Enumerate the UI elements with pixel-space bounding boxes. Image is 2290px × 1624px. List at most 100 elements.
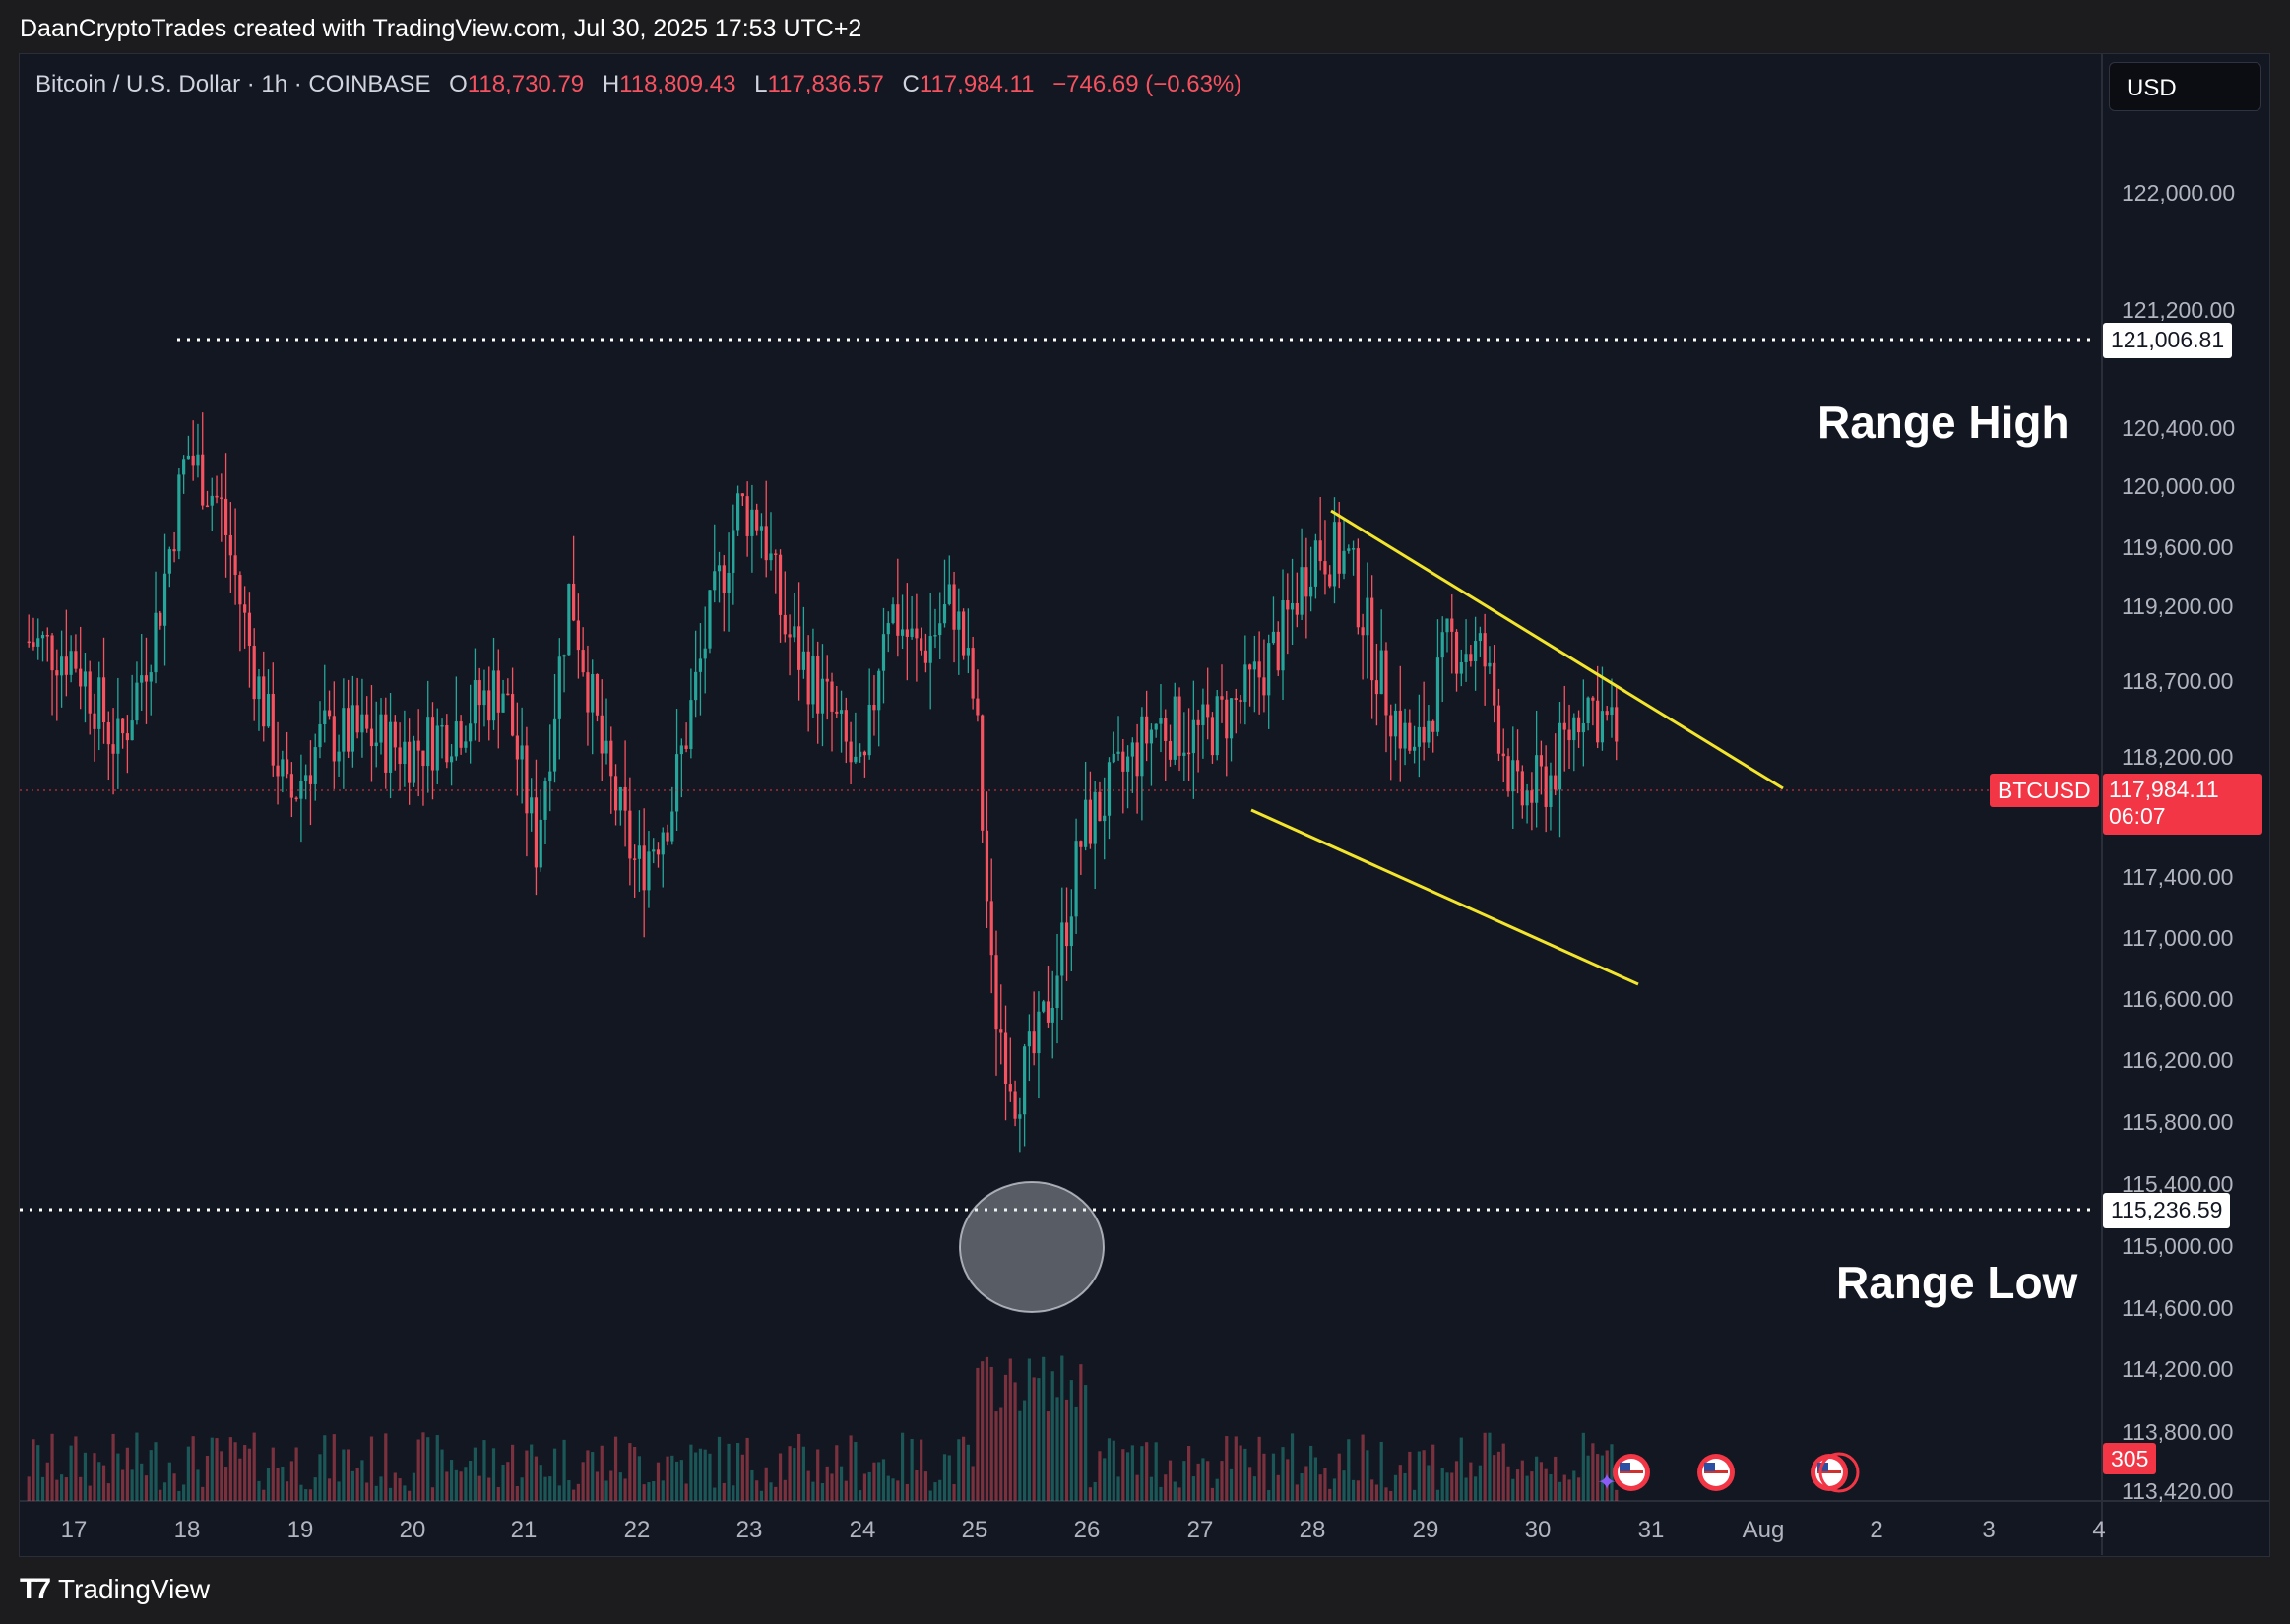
volume-bar bbox=[1248, 1467, 1252, 1501]
candle-body bbox=[1379, 650, 1383, 695]
volume-bar bbox=[1032, 1377, 1036, 1501]
candle-body bbox=[1206, 704, 1210, 718]
candle-body bbox=[1304, 567, 1308, 597]
volume-bar bbox=[408, 1490, 412, 1501]
candle-body bbox=[196, 454, 200, 466]
candle-body bbox=[177, 474, 181, 552]
y-tick-label: 114,600.00 bbox=[2122, 1295, 2233, 1321]
volume-bar bbox=[1281, 1447, 1285, 1501]
volume-bar bbox=[1309, 1445, 1313, 1501]
volume-bar bbox=[539, 1465, 542, 1501]
volume-bar bbox=[1323, 1468, 1327, 1501]
volume-bar bbox=[1347, 1439, 1351, 1501]
x-tick-label: 4 bbox=[2092, 1517, 2105, 1543]
volume-bar bbox=[416, 1439, 420, 1501]
candle-body bbox=[1239, 699, 1242, 703]
volume-bar bbox=[1450, 1472, 1454, 1501]
x-tick-label: 2 bbox=[1870, 1517, 1882, 1543]
volume-bar bbox=[1262, 1453, 1266, 1501]
close-label: C bbox=[902, 71, 920, 97]
candle-body bbox=[647, 851, 651, 891]
range-low-annotation: Range Low bbox=[1836, 1257, 2078, 1308]
volume-bar bbox=[1370, 1479, 1374, 1501]
volume-bar bbox=[1206, 1461, 1210, 1501]
candle-body bbox=[1309, 586, 1313, 597]
currency-selector-button[interactable]: USD bbox=[2109, 62, 2261, 111]
x-tick-label: 25 bbox=[962, 1517, 988, 1543]
candle-body bbox=[93, 713, 96, 729]
candle-body bbox=[713, 571, 717, 591]
volume-bar bbox=[830, 1473, 834, 1501]
candle-body bbox=[1374, 680, 1379, 695]
volume-bar bbox=[140, 1463, 144, 1501]
volume-bar bbox=[1257, 1436, 1261, 1501]
candle-body bbox=[774, 553, 778, 555]
candle-body bbox=[294, 797, 298, 800]
us-flag-stripe bbox=[1704, 1470, 1728, 1473]
candle-body bbox=[454, 721, 458, 757]
candle-body bbox=[1286, 600, 1290, 610]
volume-bar bbox=[93, 1453, 96, 1501]
tradingview-brand[interactable]: T7 TradingView bbox=[20, 1573, 210, 1606]
candle-body bbox=[1600, 711, 1605, 743]
volume-bar bbox=[1445, 1472, 1449, 1501]
sparkle-icon: ✦ bbox=[1597, 1469, 1617, 1496]
volume-bar bbox=[981, 1361, 985, 1501]
volume-bar bbox=[971, 1466, 975, 1501]
volume-bar bbox=[412, 1472, 416, 1501]
volume-bar bbox=[525, 1450, 529, 1501]
volume-bar bbox=[106, 1483, 110, 1501]
volume-bar bbox=[1008, 1358, 1012, 1501]
volume-bar bbox=[1379, 1441, 1383, 1501]
candle-body bbox=[849, 741, 853, 763]
chart-pane[interactable] bbox=[19, 53, 2270, 1557]
candle-body bbox=[1328, 574, 1332, 587]
volume-bar bbox=[384, 1433, 388, 1501]
candle-body bbox=[859, 751, 862, 757]
candle-body bbox=[201, 454, 205, 506]
volume-bar bbox=[1186, 1446, 1191, 1501]
candle-body bbox=[938, 623, 942, 636]
candle-body bbox=[722, 565, 726, 593]
candle-body bbox=[97, 677, 101, 729]
candle-body bbox=[318, 723, 322, 748]
candle-body bbox=[928, 636, 932, 663]
volume-bar bbox=[1558, 1481, 1562, 1501]
close-value: 117,984.11 bbox=[919, 71, 1035, 97]
candle-body bbox=[694, 671, 698, 701]
candle-body bbox=[1440, 632, 1444, 658]
candle-body bbox=[1281, 600, 1285, 671]
x-tick-label: 24 bbox=[850, 1517, 876, 1543]
volume-bar bbox=[1064, 1399, 1069, 1501]
candle-body bbox=[350, 705, 354, 752]
candle-body bbox=[793, 626, 796, 638]
volume-bar bbox=[778, 1453, 783, 1501]
candle-body bbox=[1496, 705, 1501, 754]
candle-body bbox=[910, 628, 914, 637]
candle-body bbox=[1422, 726, 1426, 743]
candle-body bbox=[228, 534, 232, 556]
volume-bar bbox=[637, 1456, 642, 1501]
volume-bar bbox=[74, 1436, 78, 1501]
y-tick-label: 114,200.00 bbox=[2122, 1356, 2233, 1382]
volume-bar bbox=[1300, 1472, 1304, 1501]
candle-body bbox=[633, 858, 637, 860]
volume-bar bbox=[1435, 1489, 1440, 1501]
volume-bar bbox=[1239, 1445, 1242, 1501]
candle-body bbox=[121, 718, 125, 734]
candle-body bbox=[642, 845, 646, 891]
volume-bar bbox=[862, 1473, 867, 1501]
volume-bar bbox=[820, 1482, 825, 1501]
candle-body bbox=[801, 651, 805, 670]
volume-bar bbox=[1252, 1476, 1256, 1501]
volume-bar bbox=[1431, 1444, 1435, 1501]
x-tick-label: 20 bbox=[400, 1517, 426, 1543]
volume-bar bbox=[886, 1475, 890, 1501]
volume-bar bbox=[717, 1436, 722, 1501]
candle-body bbox=[666, 832, 669, 842]
volume-bar bbox=[877, 1462, 881, 1501]
volume-bar bbox=[989, 1366, 993, 1501]
candle-body bbox=[1501, 753, 1505, 757]
volume-bar bbox=[1572, 1470, 1576, 1501]
